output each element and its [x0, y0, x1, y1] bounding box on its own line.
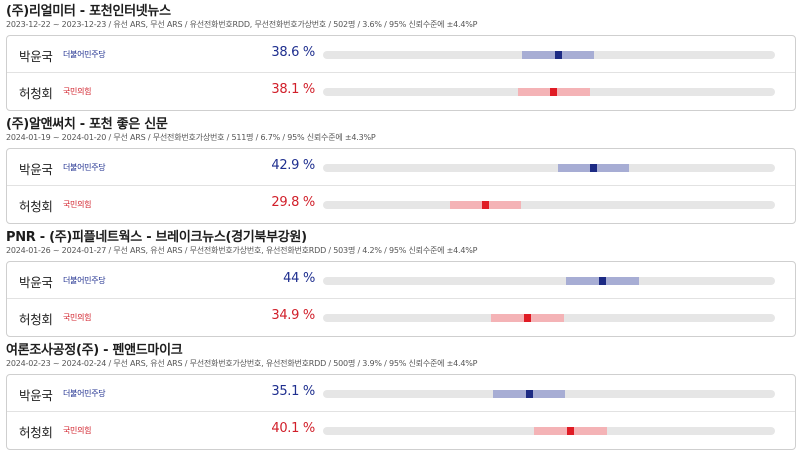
poll-meta: 2024-01-26 ~ 2024-01-27 / 무선 ARS, 유선 ARS… — [6, 246, 478, 255]
poll-meta: 2024-01-19 ~ 2024-01-20 / 무선 ARS / 무선전화번… — [6, 133, 376, 142]
support-point — [554, 51, 562, 59]
party-label: 더불어민주당 — [63, 50, 106, 59]
party-label: 더불어민주당 — [63, 276, 106, 285]
support-point — [598, 277, 606, 285]
support-track — [323, 314, 775, 322]
poll-result-card: 박윤국 더불어민주당 42.9 % 허청회 국민의힘 29.8 % — [6, 148, 796, 224]
candidate-name: 허청회 — [19, 86, 53, 101]
support-point — [589, 164, 597, 172]
party-label: 국민의힘 — [63, 313, 92, 322]
support-point — [482, 201, 490, 209]
support-track — [323, 277, 775, 285]
poll-meta: 2024-02-23 ~ 2024-02-24 / 무선 ARS, 유선 ARS… — [6, 359, 478, 368]
candidate-row: 허청회 국민의힘 29.8 % — [7, 186, 795, 223]
support-percent: 44 % — [283, 271, 315, 286]
support-percent: 38.1 % — [271, 82, 315, 97]
support-track — [323, 427, 775, 435]
poll-title: (주)리얼미터 - 포천인터넷뉴스 — [6, 4, 171, 19]
poll-result-card: 박윤국 더불어민주당 35.1 % 허청회 국민의힘 40.1 % — [6, 374, 796, 450]
candidate-row: 박윤국 더불어민주당 38.6 % — [7, 36, 795, 73]
support-percent: 38.6 % — [271, 45, 315, 60]
candidate-row: 허청회 국민의힘 38.1 % — [7, 73, 795, 110]
support-track — [323, 390, 775, 398]
support-percent: 42.9 % — [271, 158, 315, 173]
support-percent: 35.1 % — [271, 384, 315, 399]
candidate-row: 박윤국 더불어민주당 35.1 % — [7, 375, 795, 412]
support-track — [323, 164, 775, 172]
support-track — [323, 51, 775, 59]
support-point — [566, 427, 574, 435]
support-percent: 34.9 % — [271, 308, 315, 323]
candidate-row: 허청회 국민의힘 40.1 % — [7, 412, 795, 449]
party-label: 국민의힘 — [63, 87, 92, 96]
candidate-row: 박윤국 더불어민주당 42.9 % — [7, 149, 795, 186]
poll-result-card: 박윤국 더불어민주당 38.6 % 허청회 국민의힘 38.1 % — [6, 35, 796, 111]
support-percent: 40.1 % — [271, 421, 315, 436]
poll-result-card: 박윤국 더불어민주당 44 % 허청회 국민의힘 34.9 % — [6, 261, 796, 337]
party-label: 더불어민주당 — [63, 163, 106, 172]
support-point — [524, 314, 532, 322]
poll-meta: 2023-12-22 ~ 2023-12-23 / 유선 ARS, 무선 ARS… — [6, 20, 478, 29]
support-track — [323, 88, 775, 96]
candidate-name: 박윤국 — [19, 275, 53, 290]
poll-title: 여론조사공정(주) - 펜앤드마이크 — [6, 343, 183, 358]
party-label: 국민의힘 — [63, 426, 92, 435]
candidate-name: 박윤국 — [19, 162, 53, 177]
candidate-row: 박윤국 더불어민주당 44 % — [7, 262, 795, 299]
candidate-name: 허청회 — [19, 425, 53, 440]
support-percent: 29.8 % — [271, 195, 315, 210]
poll-title: (주)알앤써치 - 포천 좋은 신문 — [6, 117, 168, 132]
support-track — [323, 201, 775, 209]
candidate-name: 허청회 — [19, 199, 53, 214]
party-label: 더불어민주당 — [63, 389, 106, 398]
poll-title: PNR - (주)피플네트웍스 - 브레이크뉴스(경기북부강원) — [6, 230, 307, 245]
candidate-name: 박윤국 — [19, 388, 53, 403]
candidate-row: 허청회 국민의힘 34.9 % — [7, 299, 795, 336]
candidate-name: 박윤국 — [19, 49, 53, 64]
support-point — [525, 390, 533, 398]
candidate-name: 허청회 — [19, 312, 53, 327]
party-label: 국민의힘 — [63, 200, 92, 209]
support-point — [550, 88, 558, 96]
